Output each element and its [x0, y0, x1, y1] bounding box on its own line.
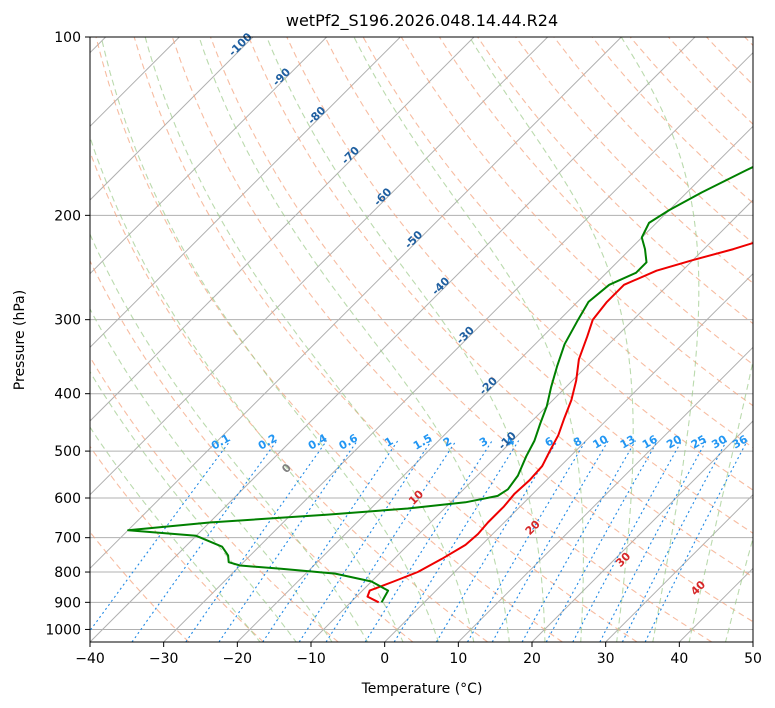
y-tick-label: 100	[54, 30, 81, 46]
moist-adiabat-line	[469, 37, 634, 642]
temperature-line	[366, 241, 753, 604]
dry-adiabat-line	[133, 37, 638, 642]
isotherm-line	[90, 37, 401, 349]
moist-adiabat-line	[688, 358, 753, 642]
y-tick-label: 1000	[45, 622, 81, 638]
x-tick-label: −40	[75, 651, 105, 667]
dewpoint-line	[127, 165, 753, 603]
dry-adiabat-line	[171, 37, 712, 642]
moist-adiabat-line	[90, 135, 404, 642]
mixing-ratio-line	[131, 440, 278, 642]
isotherm-line	[90, 37, 475, 422]
x-tick-label: 40	[670, 651, 688, 667]
isotherm-line	[752, 641, 753, 642]
mixing-ratio-line	[364, 440, 493, 642]
mixing-ratio-line	[298, 440, 432, 642]
x-tick-label: 20	[523, 651, 541, 667]
moist-adiabat-line	[90, 307, 333, 642]
moist-adiabat-line	[620, 37, 700, 642]
isotherm-line	[90, 37, 328, 275]
x-tick-label: 50	[744, 651, 762, 667]
x-tick-label: 0	[380, 651, 389, 667]
isotherm-line	[90, 37, 254, 201]
moist-adiabat-line	[90, 370, 297, 642]
y-tick-label: 500	[54, 444, 81, 460]
x-tick-label: −20	[223, 651, 253, 667]
isotherm-line	[90, 37, 549, 496]
mixing-ratio-line	[644, 440, 748, 642]
y-tick-label: 200	[54, 208, 81, 224]
moist-adiabat-line	[100, 37, 439, 642]
dry-adiabat-line	[515, 37, 753, 284]
mixing-ratio-line	[545, 440, 659, 642]
data-series	[127, 165, 753, 604]
mixing-ratio-line	[599, 440, 707, 642]
axis-ticks: −40 −30 −20 −10 0 10 20 30 40 50 100 200 300 400 500 60…	[45, 30, 762, 667]
dry-adiabat-line	[324, 37, 753, 491]
dry-adiabat-line	[209, 37, 753, 623]
chart-title: wetPf2_S196.2026.048.14.44.R24	[286, 11, 558, 31]
y-tick-label: 400	[54, 387, 81, 403]
x-tick-label: 30	[597, 651, 615, 667]
plot-frame	[89, 36, 754, 643]
moist-adiabat-line	[90, 232, 369, 642]
dry-adiabat-line	[248, 37, 753, 578]
x-axis-label: Temperature (°C)	[361, 681, 483, 697]
x-tick-label: −10	[296, 651, 326, 667]
dry-adiabat-line	[90, 259, 414, 642]
mixing-ratio-line	[572, 440, 683, 642]
mixing-ratio-line	[435, 440, 558, 642]
isotherm-line	[457, 346, 753, 642]
y-tick-label: 700	[54, 531, 81, 547]
moist-adiabat-line	[144, 37, 475, 642]
mixing-ratio-line	[621, 440, 728, 642]
isotherm-line	[531, 420, 753, 642]
moist-adiabat-line	[90, 426, 261, 642]
isotherm-line	[605, 493, 753, 642]
background-lines	[90, 37, 753, 642]
mixing-ratio-line	[393, 440, 520, 642]
moist-adiabat-line	[198, 37, 510, 642]
y-tick-label: 900	[54, 595, 81, 611]
isotherm-line	[90, 37, 696, 642]
mixing-ratio-line	[262, 440, 399, 642]
plot-background	[90, 37, 753, 642]
y-tick-label: 800	[54, 565, 81, 581]
mixing-ratio-line	[90, 440, 231, 632]
y-tick-label: 600	[54, 491, 81, 507]
moist-adiabat-line	[724, 536, 753, 642]
moist-adiabat-line	[266, 37, 546, 642]
isotherm-line	[384, 272, 753, 642]
dry-adiabat-line	[286, 37, 753, 534]
dry-adiabat-line	[95, 37, 563, 642]
dry-adiabat-line	[90, 445, 264, 642]
x-tick-label: −30	[149, 651, 179, 667]
y-tick-label: 300	[54, 313, 81, 329]
isotherm-line	[90, 37, 622, 570]
x-tick-label: 10	[449, 651, 467, 667]
isotherm-line	[163, 51, 753, 642]
moist-adiabat-line	[353, 37, 584, 642]
mixing-ratio-line	[325, 440, 457, 642]
isotherm-line	[236, 125, 753, 642]
y-axis-label: Pressure (hPa)	[12, 290, 28, 390]
